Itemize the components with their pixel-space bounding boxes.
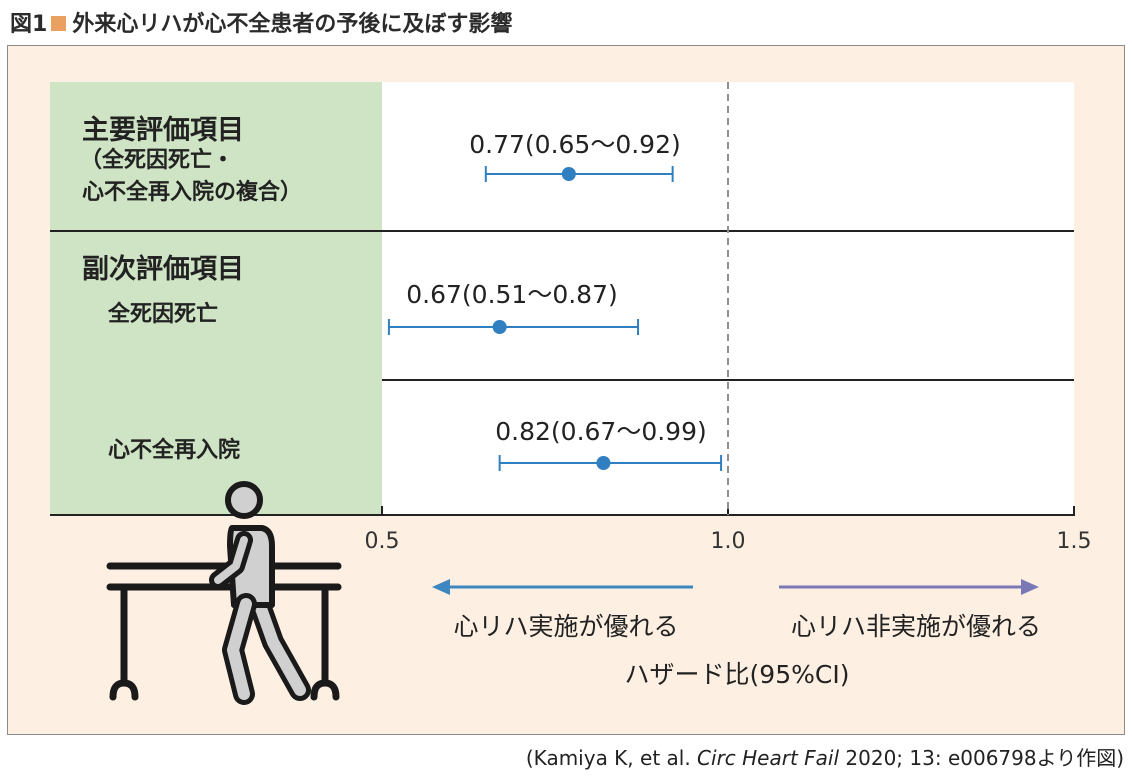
secondary-item-hf-readmission: 心不全再入院	[108, 438, 241, 463]
x-axis-title: ハザード比(95%CI)	[625, 660, 850, 689]
primary-endpoint-heading: 主要評価項目	[82, 115, 244, 146]
favors-right-label: 心リハ非実施が優れる	[791, 612, 1041, 641]
citation-journal: Circ Heart Fail	[697, 746, 840, 770]
citation-open: (Kamiya K, et al.	[525, 746, 698, 770]
citation-rest: 2020; 13: e006798より作図)	[839, 746, 1124, 770]
figure-title-text: 外来心リハが心不全患者の予後に及ぼす影響	[72, 12, 513, 37]
point-estimate-primary	[561, 167, 576, 181]
label-column	[50, 82, 382, 515]
secondary-endpoint-heading: 副次評価項目	[82, 254, 244, 285]
x-tick-label-0: 0.5	[365, 529, 400, 554]
estimate-label-primary: 0.77(0.65～0.92)	[469, 130, 681, 159]
walking-rehab-person-icon	[106, 481, 342, 705]
figure-title: 図1 外来心リハが心不全患者の予後に及ぼす影響	[10, 6, 512, 38]
source-citation: (Kamiya K, et al. Circ Heart Fail 2020; …	[526, 742, 1124, 771]
x-tick-label-1: 1.0	[711, 529, 746, 554]
figure-number: 図1	[10, 12, 48, 37]
primary-endpoint-sub1: （全死因死亡・	[80, 148, 235, 173]
title-marker-icon	[51, 16, 67, 31]
ci-layer	[387, 166, 723, 471]
secondary-item-all-cause-death: 全死因死亡	[108, 302, 219, 327]
favors-left-label: 心リハ実施が優れる	[453, 612, 678, 641]
estimate-label-death: 0.67(0.51～0.87)	[406, 280, 618, 309]
primary-endpoint-sub2: 心不全再入院の複合）	[82, 180, 303, 205]
point-estimate-death	[492, 320, 507, 334]
favors-left-arrowhead	[432, 579, 450, 595]
point-estimate-readmission	[596, 456, 611, 470]
estimate-label-readmission: 0.82(0.67～0.99)	[495, 417, 707, 446]
x-tick-label-2: 1.5	[1057, 529, 1092, 554]
favors-right-arrowhead	[1021, 579, 1039, 595]
